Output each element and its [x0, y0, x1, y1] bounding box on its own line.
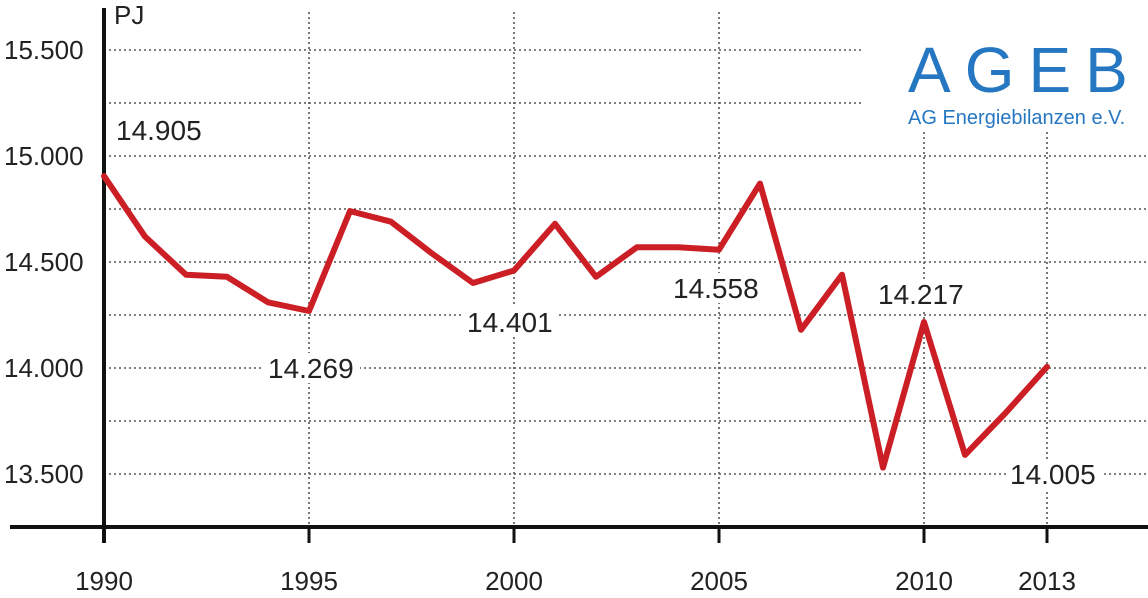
y-tick-label: 15.000 [4, 141, 84, 171]
logo-name: AGEB [908, 34, 1142, 106]
data-label: 14.005 [1010, 459, 1096, 490]
data-point [636, 246, 638, 248]
energy-consumption-line [101, 173, 1050, 471]
y-unit-label: PJ [114, 0, 144, 30]
data-label: 14.905 [116, 115, 202, 146]
data-label-bg [1006, 459, 1102, 489]
y-tick-label: 14.500 [4, 247, 84, 277]
data-point [595, 276, 597, 278]
data-point [226, 276, 228, 278]
x-tick-label: 1990 [75, 566, 133, 596]
data-point [718, 249, 720, 251]
x-tick-label: 2013 [1018, 566, 1076, 596]
series [101, 173, 1050, 471]
data-point [185, 274, 187, 276]
data-label: 14.558 [673, 273, 759, 304]
y-tick-label: 15.500 [4, 35, 84, 65]
data-point [800, 329, 802, 331]
data-label-bg [112, 115, 208, 145]
data-point [349, 210, 351, 212]
data-point [882, 467, 884, 469]
data-point [554, 223, 556, 225]
data-point [103, 175, 105, 177]
x-tick-label: 2000 [485, 566, 543, 596]
data-label: 14.401 [467, 307, 553, 338]
data-point [1005, 412, 1007, 414]
x-tick-label: 2010 [895, 566, 953, 596]
data-point [431, 253, 433, 255]
data-point [759, 183, 761, 185]
data-point [964, 454, 966, 456]
data-label-bg [264, 353, 360, 383]
grid [104, 12, 1148, 527]
logo-subtitle: AG Energiebilanzen e.V. [908, 107, 1125, 129]
data-point [841, 274, 843, 276]
data-point [390, 221, 392, 223]
data-label: 14.269 [268, 353, 354, 384]
data-point [144, 236, 146, 238]
data-point [513, 269, 515, 271]
data-point [1046, 366, 1048, 368]
tick-labels: 13.500 14.000 14.500 15.000 15.500 1990 1995 20… [4, 35, 1076, 596]
data-label-bg [463, 307, 559, 337]
x-tick-label: 1995 [280, 566, 338, 596]
data-labels: 14.905 14.269 14.401 14.558 14.217 14.005 [112, 115, 1102, 490]
data-label-bg [669, 273, 765, 303]
data-point [677, 246, 679, 248]
y-tick-label: 13.500 [4, 459, 84, 489]
data-label: 14.217 [878, 279, 964, 310]
axes [10, 8, 1148, 543]
ageb-logo: AGEB AG Energiebilanzen e.V. [908, 34, 1142, 129]
data-point [267, 301, 269, 303]
y-tick-label: 14.000 [4, 353, 84, 383]
data-point [472, 282, 474, 284]
data-point [923, 321, 925, 323]
data-label-bg [874, 279, 970, 309]
data-point [308, 310, 310, 312]
x-tick-label: 2005 [690, 566, 748, 596]
